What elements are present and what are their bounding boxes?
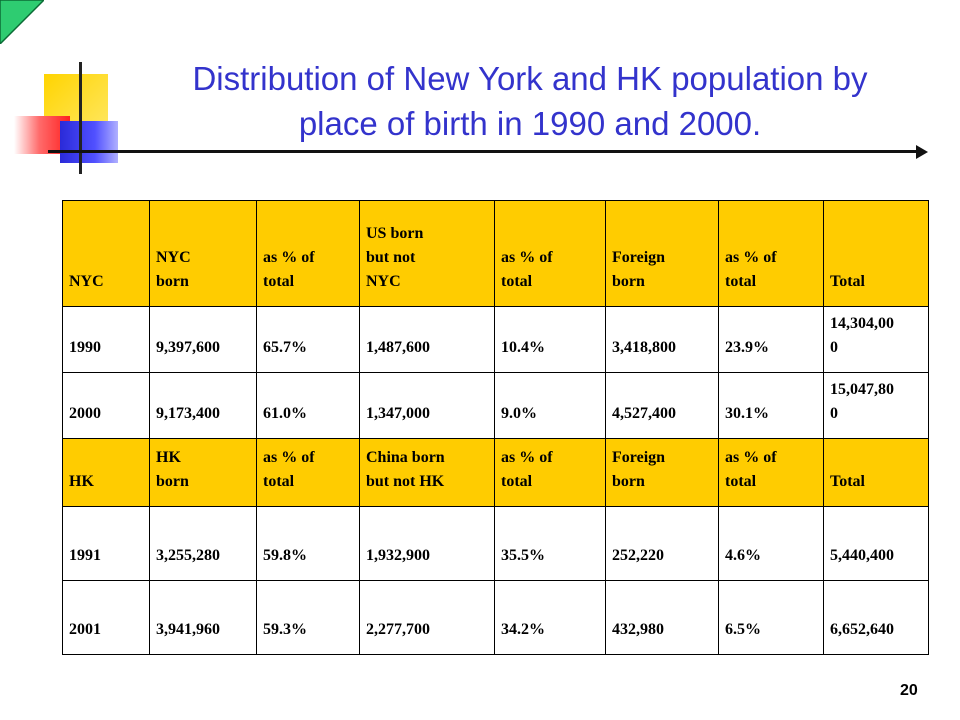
total-cell: 5,440,400 [823, 506, 929, 581]
table-cell: 34.2% [494, 580, 606, 655]
arrowhead-icon [916, 145, 928, 159]
header-cell: as % of total [718, 200, 824, 307]
table-cell: 3,255,280 [149, 506, 257, 581]
header-cell: HK [62, 438, 150, 507]
table-cell: 1,487,600 [359, 306, 495, 373]
title-underline-rule [48, 150, 920, 153]
year-cell: 2001 [62, 580, 150, 655]
vertical-rule [79, 62, 82, 174]
total-cell: 14,304,00 0 [823, 306, 929, 373]
hk-header-row: HK HK born as % of total China born but … [62, 438, 929, 507]
table-cell: 9,173,400 [149, 372, 257, 439]
header-cell: US born but not NYC [359, 200, 495, 307]
header-cell: China born but not HK [359, 438, 495, 507]
corner-triangle-decoration [0, 0, 44, 44]
header-cell: Foreign born [605, 200, 719, 307]
table-cell: 1,347,000 [359, 372, 495, 439]
table-row: 2001 3,941,960 59.3% 2,277,700 34.2% 432… [62, 580, 929, 655]
table-cell: 23.9% [718, 306, 824, 373]
header-cell: NYC [62, 200, 150, 307]
table-cell: 2,277,700 [359, 580, 495, 655]
table-row: 2000 9,173,400 61.0% 1,347,000 9.0% 4,52… [62, 372, 929, 439]
header-cell: NYC born [149, 200, 257, 307]
total-cell: 15,047,80 0 [823, 372, 929, 439]
header-cell: HK born [149, 438, 257, 507]
title-line-2: place of birth in 1990 and 2000. [298, 105, 762, 142]
total-cell: 6,652,640 [823, 580, 929, 655]
table-cell: 4.6% [718, 506, 824, 581]
table-row: 1991 3,255,280 59.8% 1,932,900 35.5% 252… [62, 506, 929, 581]
year-cell: 2000 [62, 372, 150, 439]
table-cell: 1,932,900 [359, 506, 495, 581]
nyc-header-row: NYC NYC born as % of total US born but n… [62, 200, 929, 307]
header-cell: as % of total [494, 438, 606, 507]
table-row: 1990 9,397,600 65.7% 1,487,600 10.4% 3,4… [62, 306, 929, 373]
header-cell: as % of total [256, 438, 360, 507]
table-cell: 65.7% [256, 306, 360, 373]
header-cell: as % of total [256, 200, 360, 307]
table-cell: 3,418,800 [605, 306, 719, 373]
table-cell: 4,527,400 [605, 372, 719, 439]
year-cell: 1990 [62, 306, 150, 373]
table-cell: 35.5% [494, 506, 606, 581]
page-number: 20 [900, 682, 918, 699]
table-cell: 252,220 [605, 506, 719, 581]
table-cell: 6.5% [718, 580, 824, 655]
header-cell: Foreign born [605, 438, 719, 507]
title-line-1: Distribution of New York and HK populati… [192, 60, 868, 97]
table-cell: 9.0% [494, 372, 606, 439]
slide-title: Distribution of New York and HK populati… [130, 56, 930, 146]
table-cell: 59.8% [256, 506, 360, 581]
header-cell: as % of total [494, 200, 606, 307]
table-cell: 9,397,600 [149, 306, 257, 373]
blue-square-decoration [60, 121, 118, 163]
header-cell: as % of total [718, 438, 824, 507]
header-cell: Total [823, 438, 929, 507]
header-cell: Total [823, 200, 929, 307]
table-cell: 432,980 [605, 580, 719, 655]
table-cell: 10.4% [494, 306, 606, 373]
year-cell: 1991 [62, 506, 150, 581]
population-table: NYC NYC born as % of total US born but n… [62, 200, 929, 655]
table-cell: 30.1% [718, 372, 824, 439]
table-cell: 59.3% [256, 580, 360, 655]
table-cell: 3,941,960 [149, 580, 257, 655]
table-cell: 61.0% [256, 372, 360, 439]
